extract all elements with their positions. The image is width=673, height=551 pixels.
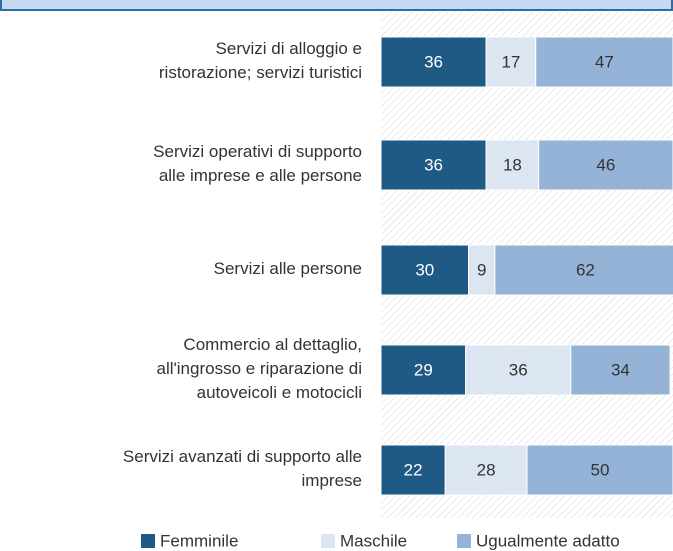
data-label: 30 — [415, 260, 434, 279]
data-label: 50 — [591, 460, 610, 479]
bar-segment — [468, 244, 496, 296]
bar-segment — [380, 244, 470, 296]
bar-segment — [444, 444, 528, 496]
data-label: 28 — [477, 460, 496, 479]
data-label: 29 — [414, 360, 433, 379]
bar-segment — [494, 244, 673, 296]
data-label: 34 — [611, 360, 630, 379]
category-label: Servizi alle persone — [214, 259, 362, 278]
bar-segment — [526, 444, 673, 496]
header-strip — [0, 0, 673, 11]
bar-segment — [380, 344, 467, 396]
bar-segment — [380, 139, 487, 191]
category-label: Servizi operativi di supporto alle impres… — [153, 142, 362, 185]
data-label: 47 — [595, 52, 614, 71]
data-label: 36 — [424, 155, 443, 174]
data-label: 36 — [509, 360, 528, 379]
bar-segment — [380, 36, 487, 88]
bar-segment — [535, 36, 673, 88]
legend-label: Ugualmente adatto — [476, 531, 620, 550]
bar-segment — [465, 344, 572, 396]
category-label: Servizi di alloggio e ristorazione; servi… — [159, 39, 362, 82]
bar-segment — [485, 139, 540, 191]
data-label: 9 — [477, 260, 486, 279]
data-label: 46 — [596, 155, 615, 174]
legend-swatch — [457, 534, 471, 548]
bar-segment — [570, 344, 671, 396]
data-label: 36 — [424, 52, 443, 71]
legend-label: Femminile — [160, 531, 238, 550]
data-label: 62 — [576, 260, 595, 279]
data-label: 22 — [404, 460, 423, 479]
legend-swatch — [141, 534, 155, 548]
data-label: 17 — [501, 52, 520, 71]
bar-segment — [538, 139, 673, 191]
legend-swatch — [321, 534, 335, 548]
category-label: Commercio al dettaglio, all'ingrosso e ri… — [157, 335, 362, 402]
bar-segment — [485, 36, 537, 88]
legend-label: Maschile — [340, 531, 407, 550]
category-label: Servizi avanzati di supporto alle imprese — [123, 447, 362, 490]
data-label: 18 — [503, 155, 522, 174]
